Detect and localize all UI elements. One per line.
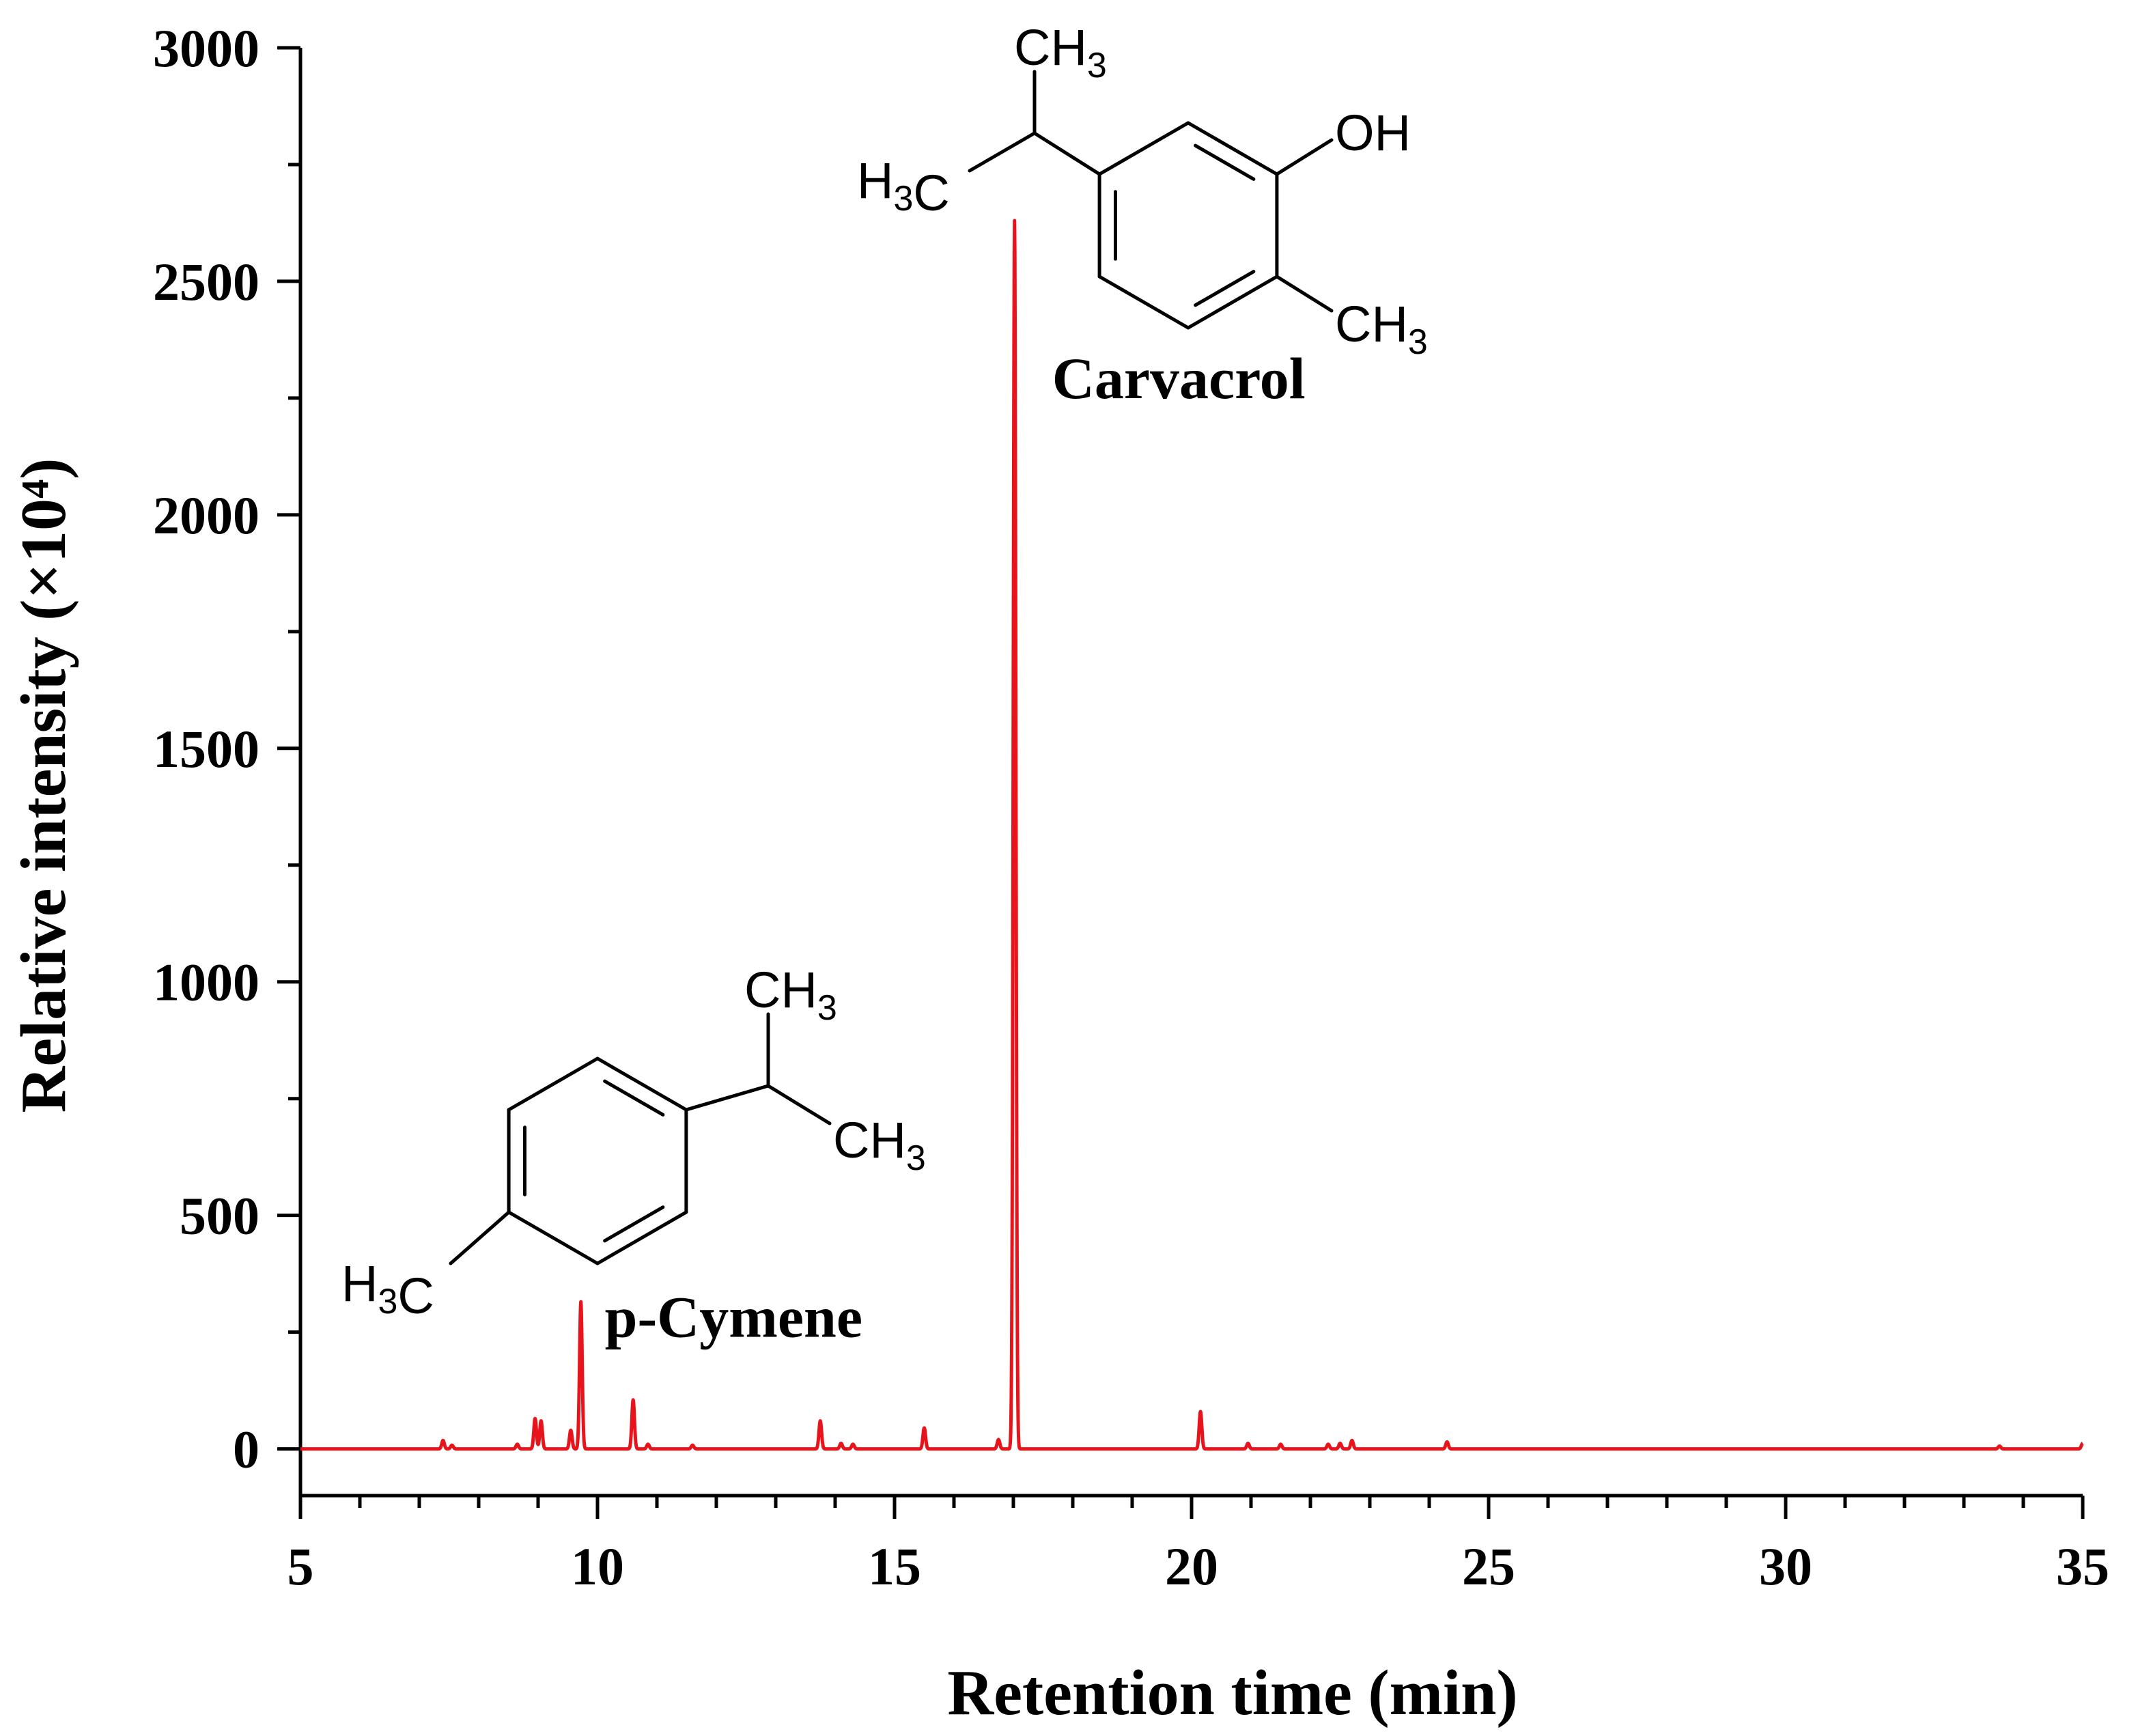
y-tick-label: 2500	[153, 252, 259, 311]
bond	[1275, 138, 1334, 176]
x-tick-label: 35	[2056, 1537, 2109, 1596]
x-tick-label: 15	[868, 1537, 921, 1596]
x-axis-title: Retention time (min)	[947, 1657, 1517, 1728]
x-tick-label: 30	[1759, 1537, 1812, 1596]
x-tick-label: 25	[1462, 1537, 1515, 1596]
ring-bond	[1097, 275, 1190, 330]
y-tick-label: 500	[180, 1186, 259, 1246]
chromatogram-line	[298, 219, 2085, 1451]
y-tick-label: 0	[233, 1420, 259, 1479]
cymene-h3c-left: H3C	[341, 1255, 434, 1324]
bond	[1275, 275, 1334, 313]
ring-bond	[595, 1210, 688, 1265]
ring-bond	[1097, 121, 1190, 176]
y-tick-label: 2000	[153, 486, 259, 545]
p-cymene-structure: CH3 CH3 H3C	[341, 962, 926, 1324]
bond	[968, 131, 1037, 173]
chemical-structures: CH3 H3C OH CH3 CH3 CH3 H3C	[341, 19, 1428, 1324]
peak-label-carvacrol: Carvacrol	[1052, 346, 1306, 411]
cymene-ch3-right: CH3	[833, 1112, 926, 1178]
ring-bond	[507, 1210, 600, 1265]
double-bond	[1194, 143, 1256, 181]
peak-label-p-cymene: p-Cymene	[605, 1284, 862, 1349]
carvacrol-ch3-top: CH3	[1014, 19, 1107, 85]
cymene-ch3-top: CH3	[744, 962, 837, 1028]
bond	[1032, 131, 1101, 176]
x-tick-label: 20	[1165, 1537, 1218, 1596]
bond	[684, 1084, 770, 1112]
double-bond	[603, 1079, 665, 1117]
carvacrol-structure: CH3 H3C OH CH3	[857, 19, 1428, 362]
y-tick-label: 1500	[153, 719, 259, 779]
carvacrol-oh: OH	[1335, 104, 1411, 161]
chart-marks	[298, 219, 2085, 1451]
double-bond	[1194, 270, 1256, 307]
bond	[449, 1210, 511, 1265]
carvacrol-h3c-left: H3C	[857, 152, 950, 221]
ring-bond	[595, 1056, 688, 1112]
bond	[766, 1084, 832, 1125]
axes: 0 500 1000 1500 2000 2500 3000 5 10 15 20 25 30 35	[153, 18, 2109, 1596]
carvacrol-ch3-right: CH3	[1335, 296, 1428, 362]
y-axis-title: Relative intensity (×10⁴)	[8, 458, 79, 1113]
y-tick-label: 3000	[153, 18, 259, 78]
y-tick-label: 1000	[153, 953, 259, 1012]
double-bond	[603, 1205, 665, 1243]
ring-bond	[1186, 275, 1279, 330]
chart-labels: Retention time (min) Relative intensity (…	[8, 346, 1518, 1728]
ring-bond	[507, 1056, 600, 1112]
x-tick-label: 5	[287, 1537, 314, 1596]
ring-bond	[1186, 121, 1279, 176]
x-tick-label: 10	[571, 1537, 624, 1596]
